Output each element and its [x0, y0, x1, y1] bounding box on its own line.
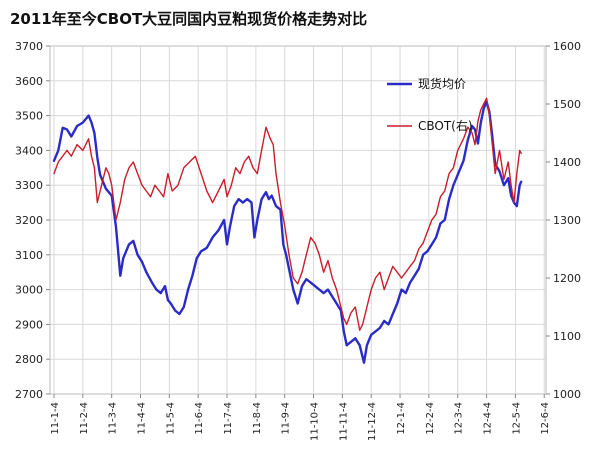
y-right-tick-label: 1100	[553, 330, 581, 343]
x-tick-label: 12-5-4	[511, 402, 522, 435]
y-right-tick-label: 1400	[553, 156, 581, 169]
y-left-tick-label: 3100	[15, 249, 43, 262]
y-left-tick-label: 3000	[15, 284, 43, 297]
y-left-tick-label: 3600	[15, 75, 43, 88]
x-tick-label: 11-6-4	[194, 402, 205, 435]
x-tick-label: 11-12-4	[367, 402, 378, 441]
x-tick-label: 11-9-4	[281, 402, 292, 435]
series-line-cbot	[53, 97, 522, 331]
axis-layer: 2700 2800 2900 3000 3100 3200 3300 3400 3500 3600…	[15, 40, 581, 441]
x-tick-label: 12-6-4	[540, 402, 551, 435]
y-left-tick-label: 3400	[15, 144, 43, 157]
y-right-tick-label: 1500	[553, 98, 581, 111]
x-tick-label: 11-3-4	[108, 402, 119, 435]
y-right-tick-label: 1300	[553, 214, 581, 227]
grid-layer	[50, 46, 546, 394]
y-left-tick-label: 2800	[15, 353, 43, 366]
y-right-tick-label: 1200	[553, 272, 581, 285]
legend: 现货均价 CBOT(右)	[387, 76, 473, 133]
y-right-tick-label: 1600	[553, 40, 581, 53]
y-left-tick-label: 2700	[15, 388, 43, 401]
y-left-tick-label: 2900	[15, 318, 43, 331]
x-tick-label: 11-11-4	[338, 402, 349, 441]
x-tick-label: 12-1-4	[396, 402, 407, 435]
series-layer	[52, 97, 523, 364]
y-left-tick-label: 3700	[15, 40, 43, 53]
x-tick-label: 11-1-4	[50, 402, 61, 435]
x-tick-label: 11-4-4	[137, 402, 148, 435]
x-tick-label: 11-7-4	[223, 402, 234, 435]
x-tick-label: 11-8-4	[252, 402, 263, 435]
x-tick-label: 12-2-4	[425, 402, 436, 435]
chart-title: 2011年至今CBOT大豆同国内豆粕现货价格走势对比	[10, 10, 367, 28]
legend-label-spot: 现货均价	[418, 76, 466, 91]
x-tick-label: 12-3-4	[454, 402, 465, 435]
x-tick-label: 11-2-4	[79, 402, 90, 435]
series-line-spot	[52, 100, 523, 364]
y-left-tick-label: 3300	[15, 179, 43, 192]
x-tick-label: 12-4-4	[483, 402, 494, 435]
y-right-tick-label: 1000	[553, 388, 581, 401]
y-left-tick-label: 3200	[15, 214, 43, 227]
y-left-tick-label: 3500	[15, 110, 43, 123]
x-tick-label: 11-10-4	[310, 402, 321, 441]
x-tick-label: 11-5-4	[165, 402, 176, 435]
legend-label-cbot: CBOT(右)	[418, 118, 473, 133]
